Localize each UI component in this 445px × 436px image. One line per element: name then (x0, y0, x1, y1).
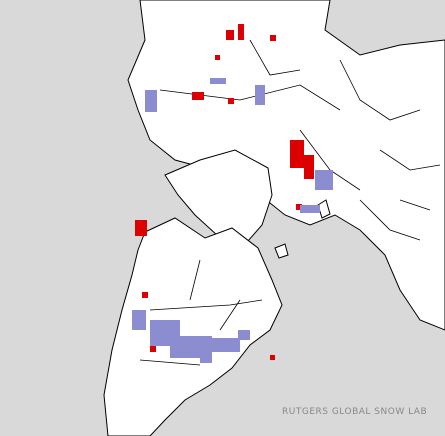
iceland (274, 243, 289, 259)
snow-cell (296, 204, 302, 210)
snow-cell (210, 78, 226, 84)
snow-cell (255, 85, 265, 105)
snow-cell (150, 346, 156, 352)
snow-cell (290, 140, 304, 168)
snow-cell (315, 170, 333, 190)
snow-cell (135, 220, 147, 236)
snow-cell (228, 98, 234, 104)
snow-cell (238, 24, 244, 40)
greenland (164, 149, 273, 251)
snow-cell (238, 330, 250, 340)
snow-cell (270, 355, 275, 360)
snow-cell (270, 35, 276, 41)
snow-cell (192, 92, 204, 100)
snow-cell (212, 338, 240, 352)
snow-new-cells (135, 24, 314, 360)
eurasia (127, 0, 445, 331)
snow-cell (142, 292, 148, 298)
snow-cell (200, 345, 212, 363)
north-america (103, 217, 283, 436)
snow-cell (304, 155, 314, 179)
snow-cell (300, 205, 320, 213)
snow-old-cells (132, 78, 333, 363)
snow-cell (226, 30, 234, 40)
snow-cell (132, 310, 146, 330)
britain (317, 199, 331, 219)
credit: RUTGERS GLOBAL SNOW LAB (282, 407, 427, 417)
snow-cell (145, 90, 157, 112)
snow-cell (215, 55, 220, 60)
